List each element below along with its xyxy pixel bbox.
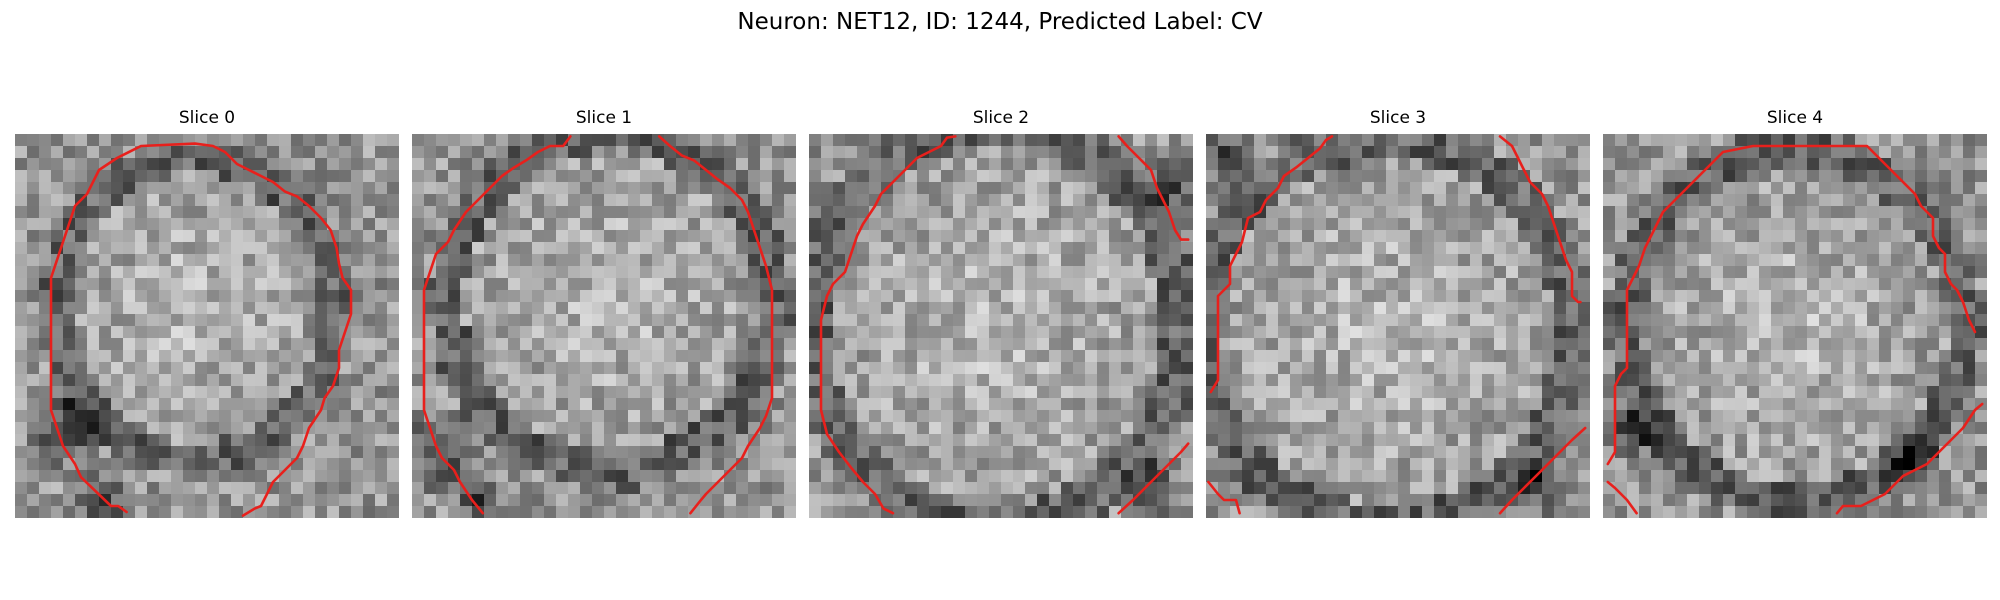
pixel-grid — [809, 134, 1193, 518]
slice-title: Slice 3 — [1206, 106, 1590, 130]
slice-image — [412, 134, 796, 518]
slice-panel-3: Slice 3 — [1206, 106, 1590, 524]
slice-title: Slice 0 — [15, 106, 399, 130]
slice-panel-0: Slice 0 — [15, 106, 399, 524]
slice-title: Slice 4 — [1603, 106, 1987, 130]
slice-panel-4: Slice 4 — [1603, 106, 1987, 524]
slice-image — [1603, 134, 1987, 518]
micrograph-svg — [15, 134, 399, 518]
slice-panel-1: Slice 1 — [412, 106, 796, 524]
pixel-grid — [1206, 134, 1590, 518]
micrograph-svg — [809, 134, 1193, 518]
micrograph-svg — [1206, 134, 1590, 518]
micrograph-svg — [1603, 134, 1987, 518]
slice-title: Slice 1 — [412, 106, 796, 130]
figure-title: Neuron: NET12, ID: 1244, Predicted Label… — [0, 7, 2000, 37]
slice-title: Slice 2 — [809, 106, 1193, 130]
micrograph-svg — [412, 134, 796, 518]
slice-image — [15, 134, 399, 518]
slice-panel-2: Slice 2 — [809, 106, 1193, 524]
slice-image — [1206, 134, 1590, 518]
slice-image — [809, 134, 1193, 518]
